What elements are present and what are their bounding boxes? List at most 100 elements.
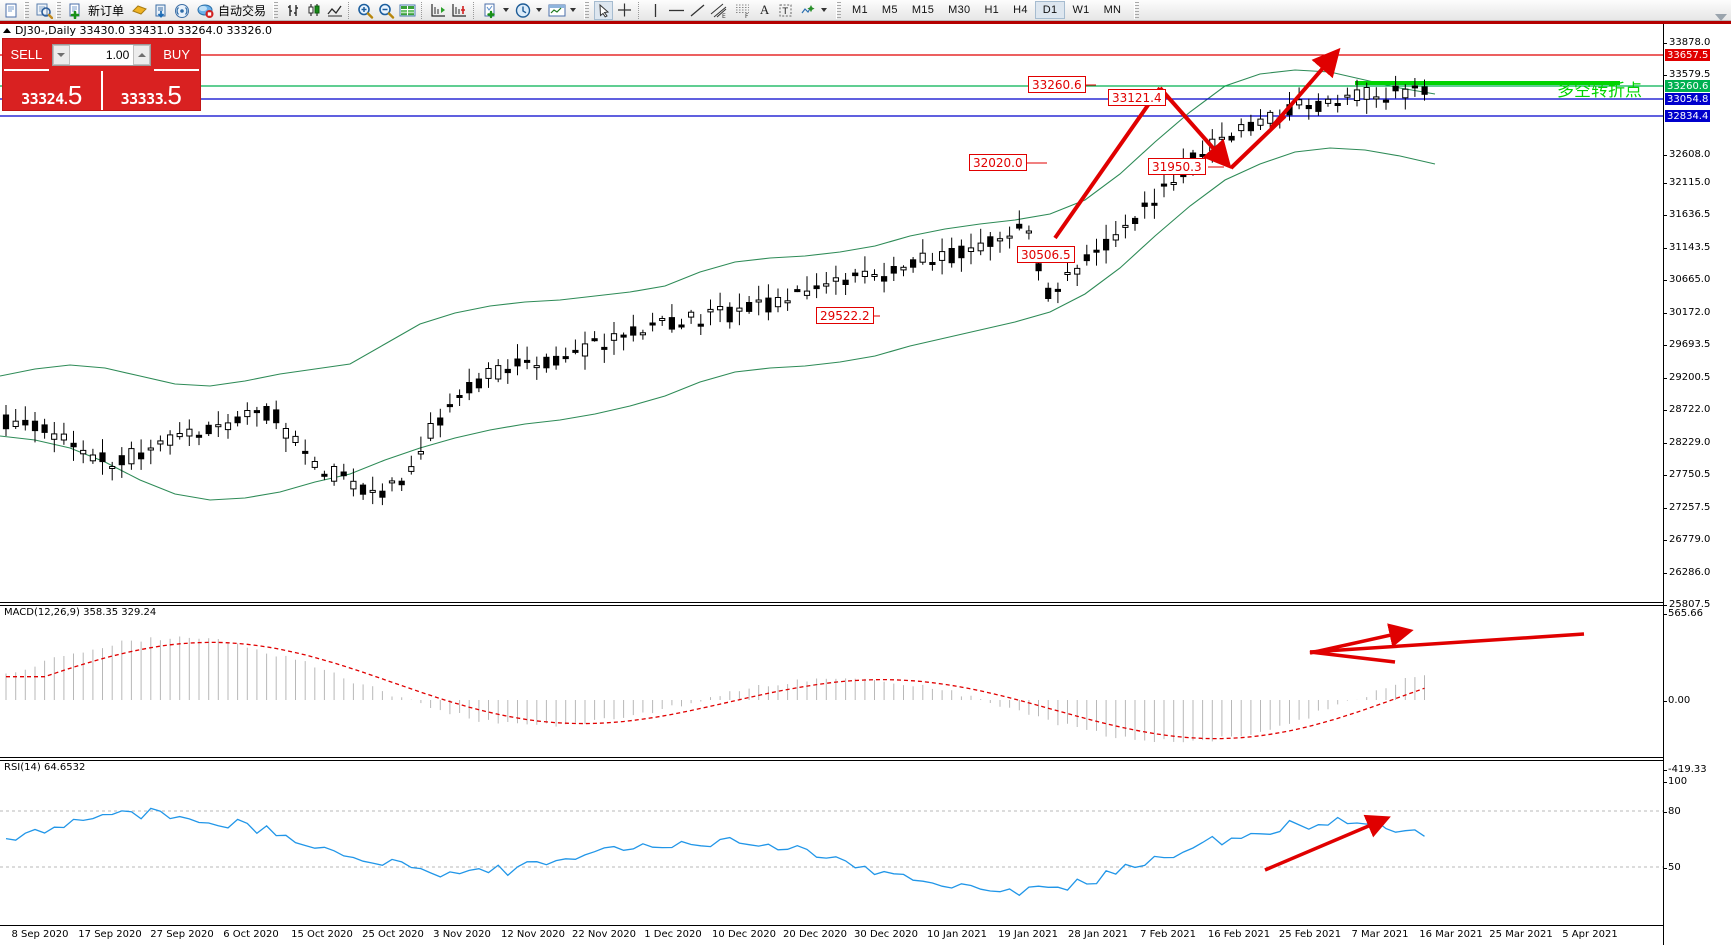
date-tick: 25 Mar 2021 [1489,929,1553,940]
price-tick: 26779.0 [1664,534,1710,545]
date-tick: 16 Mar 2021 [1419,929,1483,940]
volume-increment-button[interactable] [133,45,151,65]
new-chart-icon[interactable] [2,1,21,20]
price-scale[interactable]: 33878.0 33579.5 32608.0 32115.0 31636.5 … [1663,24,1731,945]
zoom-out-icon[interactable] [377,1,396,20]
line-chart-icon[interactable] [325,1,344,20]
buy-button[interactable]: BUY [154,41,200,71]
price-tag-33121[interactable]: 33121.4 [1108,89,1166,106]
mql5-community-icon[interactable] [130,1,149,20]
toolbar-grip[interactable] [24,1,29,19]
timeframe-m30[interactable]: M30 [948,4,971,16]
period-dropdown-arrow[interactable] [536,8,543,12]
data-window-icon[interactable] [151,1,170,20]
trade-panel-prices: 33324 . 5 33333 . 5 [3,71,200,110]
price-tag-33260[interactable]: 33260.6 [1028,76,1086,93]
candlestick-chart-icon[interactable] [304,1,323,20]
expert-advisors-icon[interactable] [196,1,215,20]
rsi-scale-tick: 50 [1664,862,1681,873]
date-tick: 25 Oct 2020 [362,929,424,940]
sell-button[interactable]: SELL [4,41,49,71]
volume-input[interactable]: 1.00 [105,48,130,62]
date-tick: 7 Feb 2021 [1140,929,1196,940]
period-icon[interactable] [514,1,533,20]
date-tick: 27 Sep 2020 [150,929,214,940]
collapse-triangle-icon[interactable] [3,28,11,33]
templates-icon[interactable] [547,1,567,20]
auto-scroll-icon[interactable] [429,1,448,20]
chart-shift-icon[interactable] [450,1,469,20]
bid-price-frac: 5 [67,80,83,111]
price-tag-30506[interactable]: 30506.5 [1017,246,1075,263]
toolbar-grip-6[interactable] [1134,1,1140,19]
chart-canvas[interactable]: DJ30-,Daily 33430.0 33431.0 33264.0 3332… [0,14,1731,945]
date-tick: 6 Oct 2020 [223,929,279,940]
new-order-label[interactable]: 新订单 [88,3,125,18]
cursor-icon[interactable] [594,0,614,20]
zoom-in-icon[interactable] [356,1,375,20]
toolbar-grip-2[interactable] [56,1,61,19]
macd-indicator-label[interactable]: MACD(12,26,9) 358.35 329.24 [4,607,157,618]
macd-pane-separator[interactable] [0,602,1663,606]
trendline-icon[interactable] [688,1,707,20]
vertical-line-icon[interactable] [646,1,665,20]
price-tick: 32115.0 [1664,177,1710,188]
toolbar-grip-3[interactable] [273,1,279,19]
text-icon[interactable]: A [759,2,770,17]
price-tick: 29693.5 [1664,339,1710,350]
price-tick: 27257.5 [1664,502,1710,513]
toolbar-grip-5[interactable] [836,1,842,19]
timeframe-m1[interactable]: M1 [852,4,868,16]
date-tick: 1 Dec 2020 [644,929,702,940]
indicators-dropdown-arrow[interactable] [503,8,510,12]
equidistant-channel-icon[interactable]: E [709,1,730,20]
ask-price-int: 33333 [120,90,164,108]
timeframe-m5[interactable]: M5 [881,4,898,16]
level-badge-blue2: 32834.4 [1665,110,1711,122]
shapes-dropdown-arrow[interactable] [821,8,828,12]
ask-price: 33333 . 5 [103,71,201,110]
price-tick: 27750.5 [1664,469,1710,480]
text-label-icon[interactable]: T [776,1,795,20]
rsi-indicator-label[interactable]: RSI(14) 64.6532 [4,762,86,773]
indicators-icon[interactable] [481,1,500,20]
scroll-down-arrow-icon[interactable] [1715,14,1727,21]
one-click-trading-panel[interactable]: SELL 1.00 BUY 33324 . 5 [2,38,201,111]
signals-icon[interactable] [172,1,191,20]
timeframe-d1[interactable]: D1 [1034,1,1066,19]
svg-text:T: T [782,7,789,17]
rsi-pane-separator[interactable] [0,757,1663,761]
bid-price: 33324 . 5 [3,71,103,110]
crosshair-icon[interactable] [615,1,634,20]
timeframe-mn[interactable]: MN [1103,4,1122,16]
toolbar-separator-4 [638,1,642,19]
new-order-icon[interactable] [66,1,85,20]
price-tag-29522[interactable]: 29522.2 [816,307,874,324]
level-badge-green: 33260.6 [1665,80,1711,92]
timeframe-w1[interactable]: W1 [1072,4,1090,16]
toolbar-grip-4[interactable] [584,1,590,19]
volume-decrement-button[interactable] [52,45,70,65]
svg-text:E: E [722,13,726,19]
shapes-icon[interactable] [799,1,818,20]
price-tag-32020[interactable]: 32020.0 [969,154,1027,171]
data-grid-icon[interactable] [398,1,417,20]
timeframe-m15[interactable]: M15 [911,4,935,16]
timeframe-h1[interactable]: H1 [984,4,1000,16]
svg-text:F: F [745,13,749,19]
fibonacci-icon[interactable]: F [732,1,753,20]
candlestick-series [2,75,1428,506]
horizontal-line-icon[interactable] [667,1,686,20]
bar-chart-icon[interactable] [283,1,302,20]
price-tick: 29200.5 [1664,372,1710,383]
volume-stepper[interactable]: 1.00 [51,44,152,66]
expert-advisors-label[interactable]: 自动交易 [218,3,267,18]
date-scale[interactable]: 8 Sep 2020 17 Sep 2020 27 Sep 2020 6 Oct… [0,925,1663,945]
templates-dropdown-arrow[interactable] [570,8,577,12]
price-tag-31950[interactable]: 31950.3 [1148,158,1206,175]
macd-scale-tick: 565.66 [1664,608,1703,619]
timeframe-h4[interactable]: H4 [1013,4,1028,16]
market-watch-icon[interactable] [34,1,53,20]
date-tick: 10 Dec 2020 [712,929,776,940]
toolbar-separator-3 [473,1,477,19]
